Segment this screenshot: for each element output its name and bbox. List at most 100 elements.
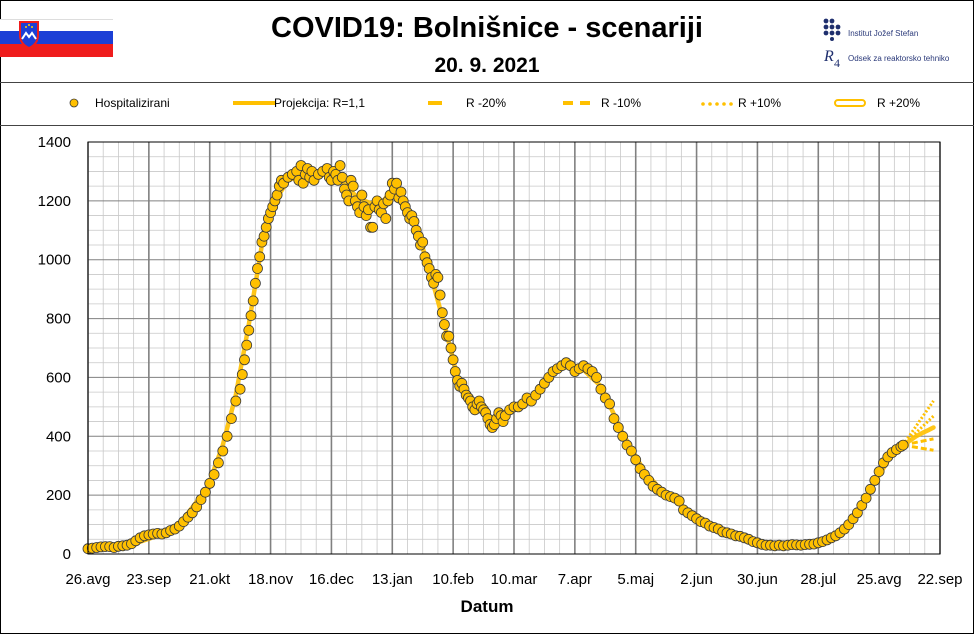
y-tick-label: 600 — [46, 369, 71, 386]
legend-solid-line-icon — [233, 101, 275, 105]
data-point — [434, 289, 446, 301]
svg-text:R: R — [823, 48, 834, 65]
legend-medium-dash-icon — [563, 101, 590, 105]
data-point — [252, 263, 263, 274]
ijs-logo-icon — [823, 18, 841, 41]
x-tick-label: 30.jun — [737, 571, 778, 588]
data-point — [380, 213, 392, 224]
x-tick-label: 23.sep — [126, 571, 171, 588]
data-point — [617, 430, 629, 442]
legend-item-r-plus-10: R +10% — [700, 96, 820, 110]
data-point — [271, 189, 283, 201]
data-point — [247, 295, 259, 307]
y-axis-ticks: 0 200 400 600 800 1000 1200 1400 — [38, 134, 71, 563]
legend-label: R -10% — [601, 96, 642, 110]
data-point — [239, 354, 250, 366]
legend-divider — [0, 125, 974, 126]
legend-item-projekcija: Projekcija: R=1,1 — [233, 96, 413, 110]
data-point — [626, 445, 637, 457]
r4-logo-icon: R 4 — [823, 48, 840, 69]
svg-text:4: 4 — [834, 56, 840, 69]
x-tick-label: 21.okt — [189, 571, 231, 588]
x-tick-label: 5.maj — [617, 571, 654, 588]
legend-item-hospitalizirani: Hospitalizirani — [64, 96, 214, 110]
data-point — [612, 422, 624, 433]
y-tick-label: 200 — [46, 487, 71, 504]
legend-label: R +20% — [877, 96, 921, 110]
hospitalizirani-points — [82, 160, 909, 555]
chart-title: COVID19: Bolnišnice - scenariji — [271, 12, 703, 44]
plot-border — [87, 141, 941, 555]
x-tick-label: 2.jun — [680, 571, 713, 588]
data-point — [595, 383, 607, 395]
data-point — [869, 474, 881, 486]
legend-double-line-icon — [834, 99, 866, 107]
x-tick-label: 10.mar — [491, 571, 538, 588]
x-tick-label: 28.jul — [800, 571, 836, 588]
data-point — [221, 430, 233, 442]
chart-date: 20. 9. 2021 — [434, 54, 540, 77]
projection-r-plus-10 — [902, 414, 935, 447]
data-point — [860, 492, 872, 504]
data-point — [608, 413, 620, 425]
data-point — [249, 277, 261, 289]
data-point — [604, 398, 615, 410]
data-point — [225, 413, 237, 425]
data-point — [236, 369, 248, 380]
data-point — [347, 180, 359, 192]
x-tick-label: 25.avg — [857, 571, 902, 588]
data-point — [630, 454, 642, 466]
data-point — [449, 366, 461, 377]
legend-label: Projekcija: R=1,1 — [274, 96, 366, 110]
x-axis-label: Datum — [460, 597, 514, 616]
data-point — [873, 466, 885, 478]
x-tick-label: 7.apr — [558, 571, 592, 588]
data-point — [447, 354, 459, 366]
y-tick-label: 400 — [46, 428, 71, 445]
data-point — [260, 221, 272, 233]
data-point — [199, 486, 211, 498]
x-tick-label: 10.feb — [432, 571, 474, 588]
y-tick-label: 1200 — [38, 193, 71, 210]
data-point — [591, 371, 602, 383]
y-tick-label: 1000 — [38, 252, 71, 269]
x-tick-label: 16.dec — [309, 571, 355, 588]
y-tick-label: 800 — [46, 311, 71, 328]
legend-item-r-minus-20: R -20% — [428, 96, 548, 110]
data-point — [258, 230, 270, 242]
x-tick-label: 13.jan — [372, 571, 413, 588]
projection-line — [85, 169, 936, 551]
data-point — [438, 319, 450, 330]
data-point — [217, 445, 229, 457]
slovenia-flag-icon — [0, 19, 113, 57]
data-point — [897, 439, 909, 451]
data-point — [234, 383, 246, 395]
data-point — [356, 189, 368, 201]
legend-item-r-minus-10: R -10% — [563, 96, 683, 110]
legend-dotted-line-icon — [701, 102, 733, 106]
data-point — [245, 310, 257, 322]
legend-dot-icon — [69, 98, 79, 108]
data-point — [254, 251, 266, 263]
data-point — [212, 457, 224, 469]
projection-r-plus-20 — [901, 400, 935, 446]
data-point — [241, 339, 253, 351]
data-point — [865, 483, 876, 495]
legend-item-r-plus-20: R +20% — [834, 96, 954, 110]
data-point — [445, 342, 457, 354]
legend-long-dash-icon — [428, 101, 442, 105]
data-point — [432, 271, 444, 283]
x-tick-label: 22.sep — [917, 571, 962, 588]
data-point — [436, 307, 448, 319]
data-point — [673, 495, 685, 507]
legend-label: R +10% — [738, 96, 782, 110]
legend-label: Hospitalizirani — [95, 96, 170, 110]
x-tick-label: 26.avg — [65, 571, 110, 588]
data-point — [443, 330, 455, 342]
data-point — [230, 395, 242, 407]
header-divider — [0, 82, 974, 83]
x-axis-ticks: 26.avg 23.sep 21.okt 18.nov 16.dec 13.jan 10.f… — [65, 571, 962, 588]
chart-area: 0 200 400 600 800 1000 1200 1400 26.avg 23.sep 21… — [38, 134, 963, 588]
data-point — [334, 160, 346, 171]
y-tick-label: 1400 — [38, 134, 71, 151]
